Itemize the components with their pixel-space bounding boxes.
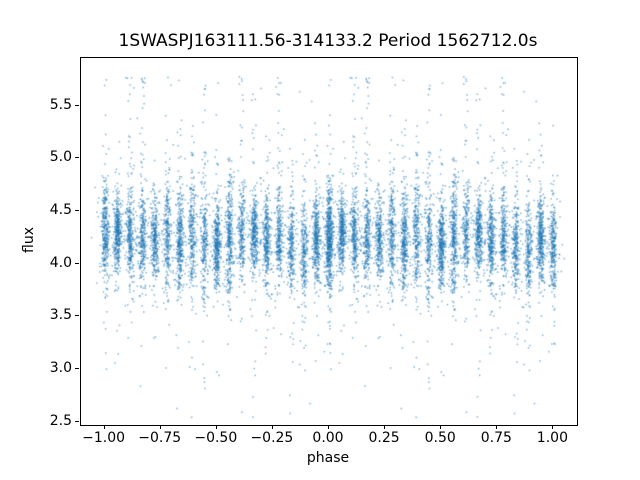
y-tick-label: 3.5 xyxy=(49,307,72,324)
y-tick-label: 4.5 xyxy=(49,201,72,218)
x-axis-label: phase xyxy=(306,450,350,466)
y-tick-mark xyxy=(75,420,79,422)
x-tick-mark xyxy=(271,425,273,429)
y-tick-label: 5.0 xyxy=(49,149,72,166)
y-tick-mark xyxy=(75,315,79,317)
scatter-canvas xyxy=(81,58,577,425)
y-tick-label: 5.5 xyxy=(49,96,72,113)
x-tick-label: −0.25 xyxy=(250,430,294,446)
x-tick-label: 1.00 xyxy=(536,430,568,446)
x-tick-label: −0.50 xyxy=(194,430,238,446)
x-tick-mark xyxy=(215,425,217,429)
x-tick-label: 0.75 xyxy=(480,430,512,446)
x-tick-mark xyxy=(159,425,161,429)
y-tick-mark xyxy=(75,262,79,264)
x-tick-label: −1.00 xyxy=(82,430,126,446)
x-tick-mark xyxy=(328,425,329,429)
y-tick-label: 4.0 xyxy=(49,254,72,271)
y-tick-label: 2.5 xyxy=(49,412,72,429)
y-tick-label: 3.0 xyxy=(49,360,72,377)
x-tick-label: 0.25 xyxy=(368,430,400,446)
y-tick-mark xyxy=(75,157,79,159)
x-tick-mark xyxy=(552,425,554,429)
y-tick-mark xyxy=(75,368,79,370)
chart-title: 1SWASPJ163111.56-314133.2 Period 1562712… xyxy=(118,31,538,51)
x-tick-mark xyxy=(440,425,442,429)
x-tick-label: 0.00 xyxy=(312,430,344,446)
y-axis-label: flux xyxy=(21,227,37,253)
y-tick-mark xyxy=(75,209,79,211)
plot-area xyxy=(80,57,578,426)
y-tick-mark xyxy=(75,104,79,106)
x-tick-mark xyxy=(103,425,105,429)
x-tick-label: 0.50 xyxy=(424,430,456,446)
x-tick-mark xyxy=(496,425,498,429)
x-tick-mark xyxy=(384,425,386,429)
x-tick-label: −0.75 xyxy=(138,430,182,446)
